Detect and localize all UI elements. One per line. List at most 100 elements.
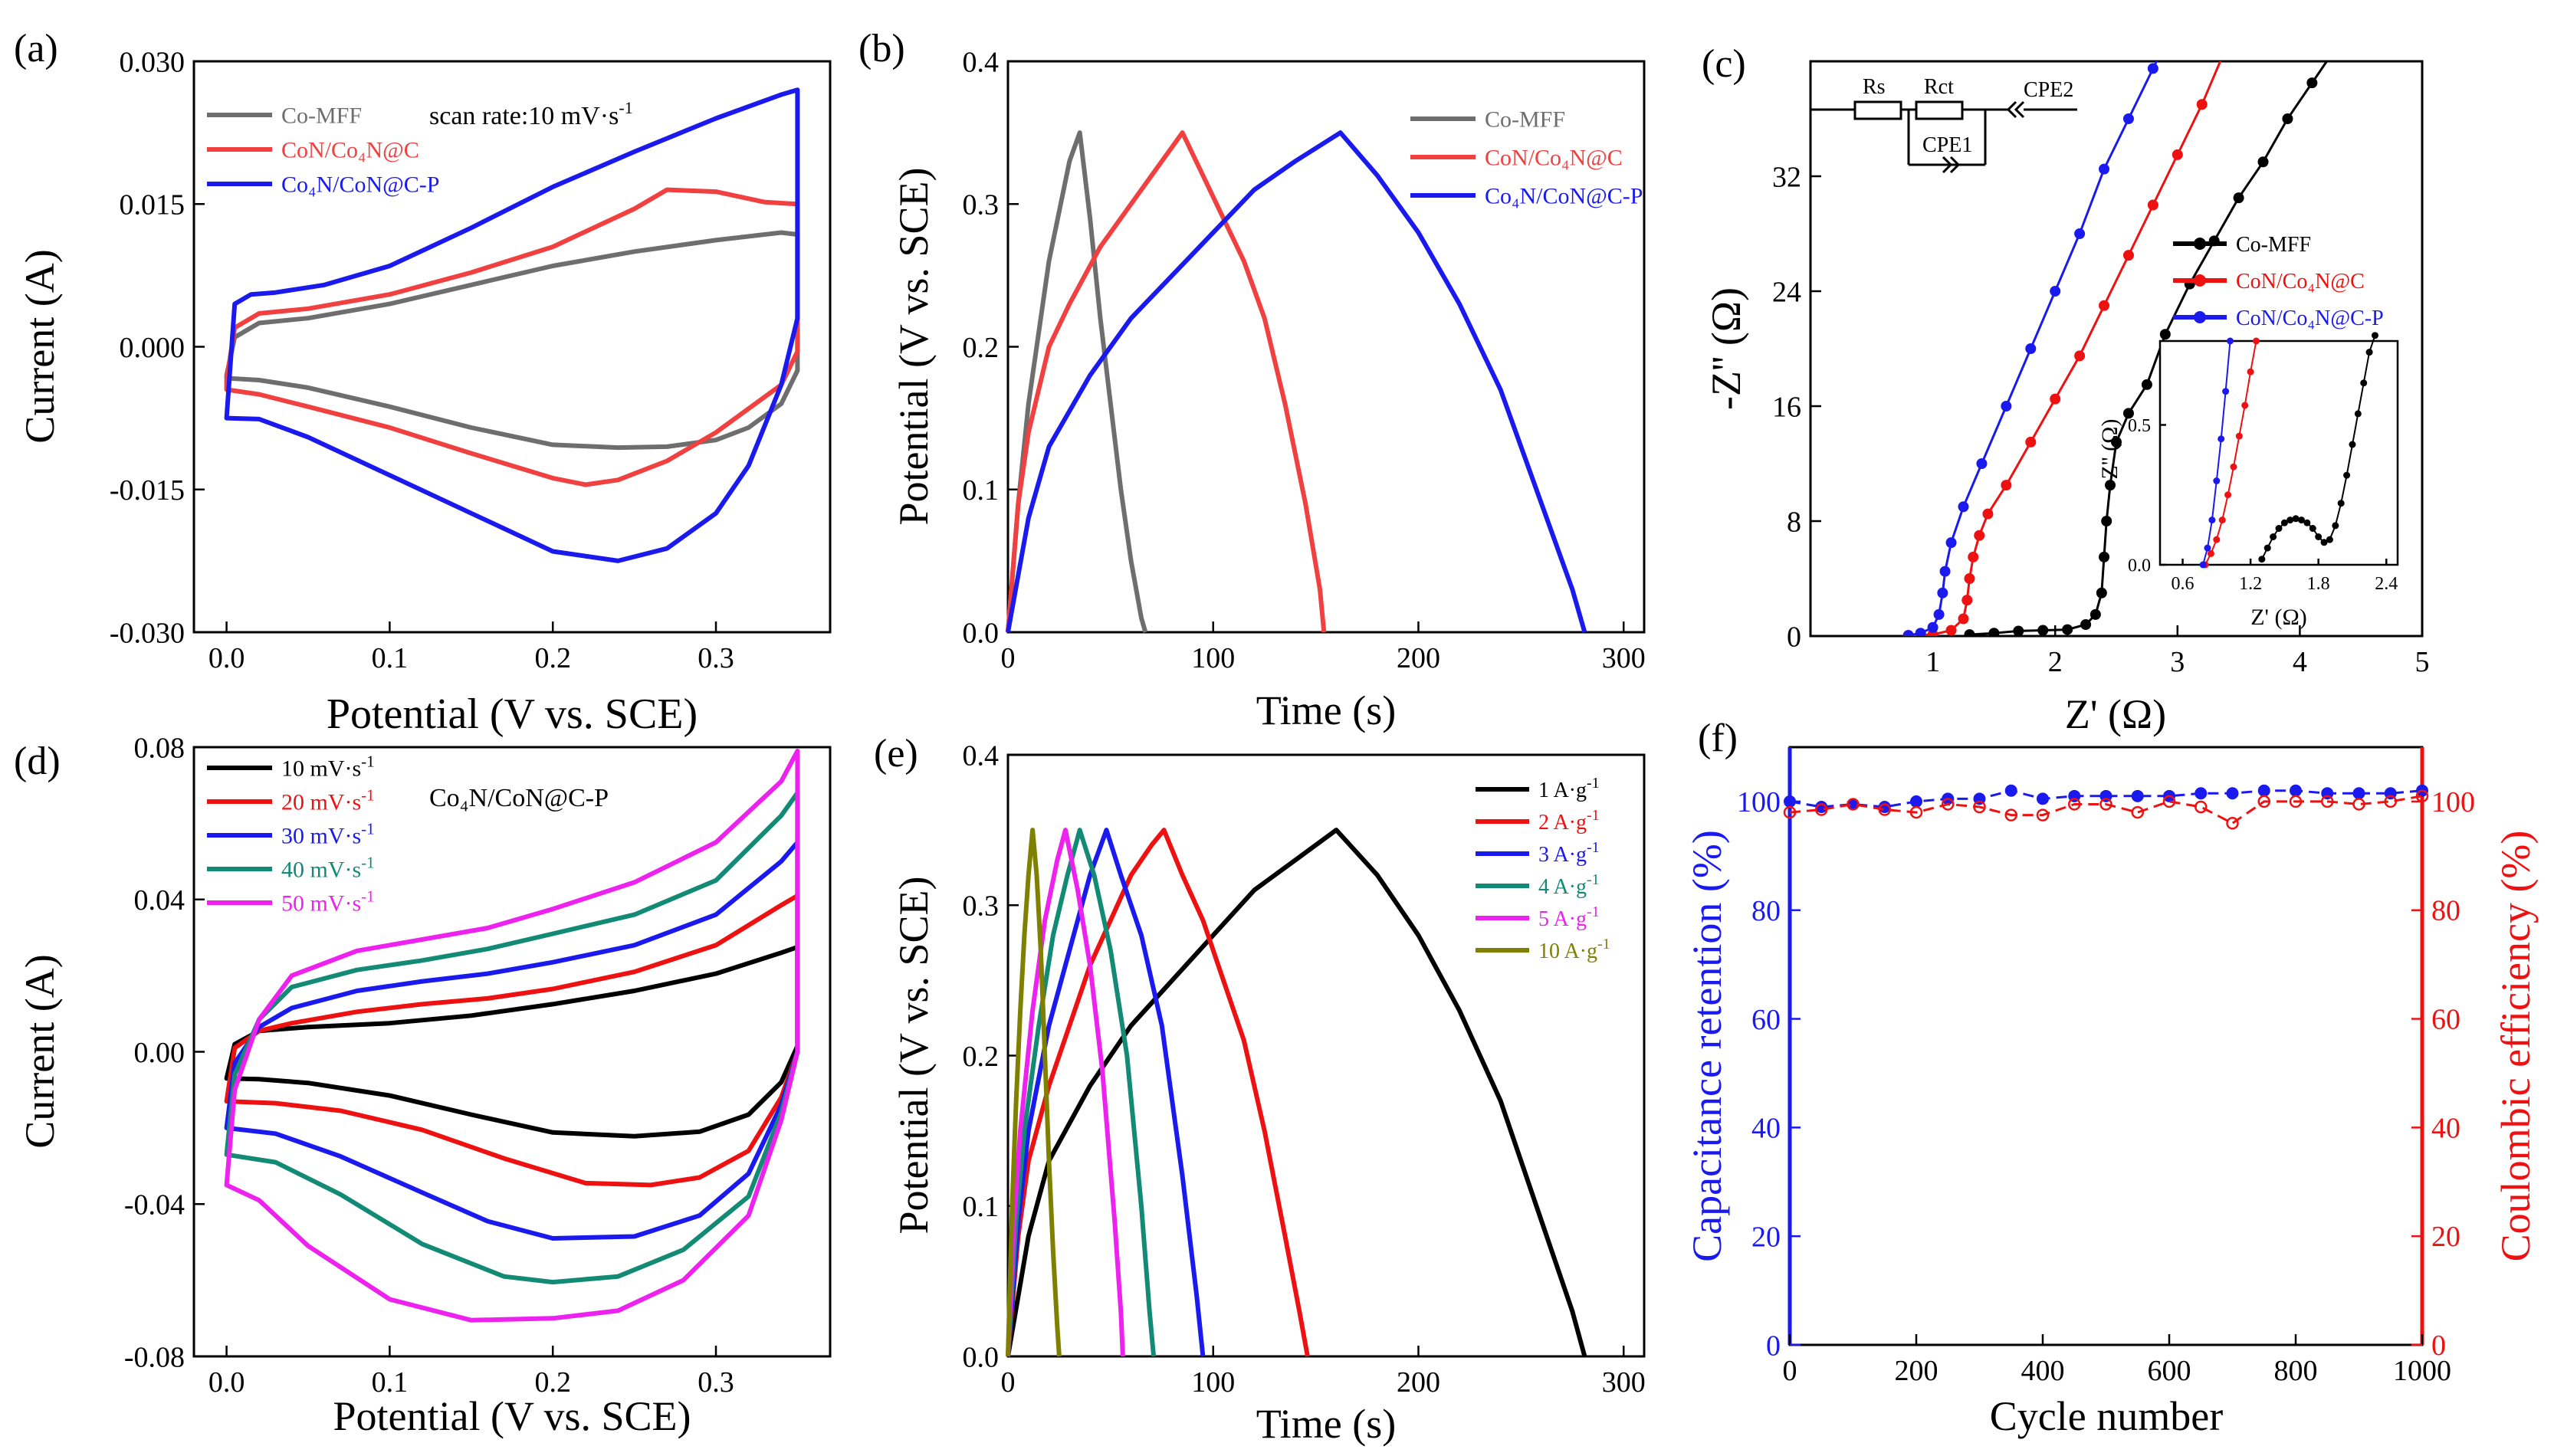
- x-tick-label: 4: [2293, 646, 2307, 678]
- x-tick-label: 0.6: [2172, 574, 2195, 594]
- data-point: [2270, 533, 2277, 540]
- data-point: [2004, 808, 2017, 821]
- panel-f-label: (f): [1698, 717, 1738, 760]
- y-tick-label: 40: [1751, 1113, 1781, 1145]
- data-point: [2224, 491, 2232, 499]
- data-point: [2326, 536, 2333, 543]
- data-point: [1902, 630, 1914, 636]
- series-line-2: [1006, 828, 1206, 1357]
- data-point: [2415, 789, 2429, 803]
- data-point: [2172, 13, 2183, 24]
- x-tick-label: 0: [1001, 642, 1016, 674]
- y-tick-label: 20: [1751, 1221, 1781, 1253]
- data-point: [2226, 817, 2239, 830]
- data-point: [2360, 379, 2368, 387]
- series-line-1: [1006, 130, 1327, 633]
- data-point: [2331, 41, 2342, 52]
- data-point: [2315, 533, 2323, 540]
- x-tick-label: 100: [1191, 1366, 1235, 1399]
- y-tick-label: 0.5: [2128, 416, 2151, 436]
- data-point: [2289, 795, 2303, 808]
- data-point: [2280, 519, 2288, 526]
- series-line-4: [224, 749, 800, 1323]
- series-line-2: [1006, 130, 1587, 633]
- data-point: [2241, 402, 2249, 409]
- y-tick-label: 0.000: [120, 332, 185, 364]
- data-point: [2074, 228, 2086, 239]
- panel-e-legend: 1 A·g-1 2 A·g-1 3 A·g-1 4 A·g-1 5 A·g-1 10 A·…: [1476, 775, 1610, 963]
- data-point: [2371, 332, 2378, 339]
- data-point: [2218, 435, 2225, 443]
- data-point: [2282, 113, 2293, 124]
- data-point: [2122, 408, 2134, 419]
- data-point: [2352, 787, 2365, 800]
- panel-b-xlabel: Time (s): [1256, 687, 1397, 733]
- data-point: [2365, 349, 2373, 356]
- panel-e-xlabel: Time (s): [1256, 1401, 1397, 1447]
- y-tick-label: 0.4: [963, 46, 1000, 78]
- data-point: [2131, 805, 2144, 819]
- y-right-tick-label: 100: [2431, 786, 2475, 818]
- data-point: [2099, 163, 2110, 175]
- data-point: [1958, 501, 1969, 513]
- data-point: [2001, 480, 2012, 491]
- data-point: [2275, 525, 2283, 533]
- data-point: [1976, 458, 1988, 469]
- data-point: [2204, 544, 2211, 552]
- data-point: [2141, 379, 2152, 390]
- y-right-tick-label: 0: [2431, 1330, 2446, 1362]
- data-point: [2354, 410, 2362, 418]
- data-point: [1847, 798, 1860, 811]
- x-tick-label: 2.4: [2375, 574, 2398, 594]
- data-point: [1915, 628, 1926, 636]
- data-point: [2105, 480, 2116, 491]
- data-point: [2258, 556, 2266, 563]
- series-line-5: [1006, 828, 1062, 1357]
- data-point: [2099, 798, 2112, 811]
- data-point: [2004, 784, 2017, 797]
- data-point: [2227, 337, 2234, 345]
- data-point: [2309, 525, 2316, 533]
- data-point: [2080, 619, 2092, 630]
- x-tick-label: 1.8: [2307, 574, 2330, 594]
- data-point: [2147, 199, 2158, 211]
- data-point: [2349, 441, 2356, 448]
- series-line-1: [2204, 340, 2257, 566]
- series-line-0: [224, 230, 800, 451]
- data-point: [2099, 551, 2110, 562]
- data-point: [2159, 329, 2171, 340]
- panel-b-legend: Co-MFF CoN/Co₄N@C Co₄N/CoN@C-P: [1410, 107, 1643, 209]
- data-point: [2050, 393, 2061, 405]
- y-right-tick-label: 20: [2431, 1221, 2460, 1253]
- series-line-1: [1789, 795, 2423, 825]
- x-tick-label: 0.2: [534, 1366, 571, 1399]
- data-point: [2074, 350, 2086, 362]
- x-tick-label: 0: [1001, 1366, 1016, 1399]
- y-tick-label: 0: [1766, 1330, 1781, 1362]
- data-point: [2221, 41, 2232, 52]
- data-point: [2147, 63, 2158, 74]
- data-point: [1964, 629, 1975, 636]
- panel-e-ylabel: Potential (V vs. SCE): [891, 876, 937, 1234]
- data-point: [2213, 477, 2221, 484]
- x-tick-label: 300: [1602, 1366, 1646, 1399]
- series-line-0: [1006, 828, 1587, 1357]
- y-tick-label: 0.3: [963, 890, 1000, 923]
- panel-b: (b) 0 100 200 300 0.0 0.1 0.2 0.3 0.4 Time (s) P…: [858, 27, 1646, 733]
- x-tick-label: 0.3: [698, 642, 734, 674]
- legend-label: Co-MFF: [1485, 107, 1565, 133]
- data-point: [2222, 388, 2230, 395]
- y-tick-label: -0.015: [110, 474, 185, 507]
- x-tick-label: 0.3: [698, 1366, 734, 1399]
- legend-label: CoN/Co₄N@C-P: [2236, 307, 2384, 330]
- data-point: [2352, 798, 2365, 811]
- y-tick-label: 16: [1772, 391, 1801, 423]
- data-point: [2207, 549, 2214, 557]
- data-point: [2062, 624, 2073, 635]
- panel-d-xlabel: Potential (V vs. SCE): [333, 1393, 691, 1439]
- data-point: [2037, 792, 2049, 805]
- data-point: [1847, 798, 1860, 811]
- data-point: [2050, 286, 2061, 297]
- legend-label: 3 A·g-1: [1538, 839, 1600, 867]
